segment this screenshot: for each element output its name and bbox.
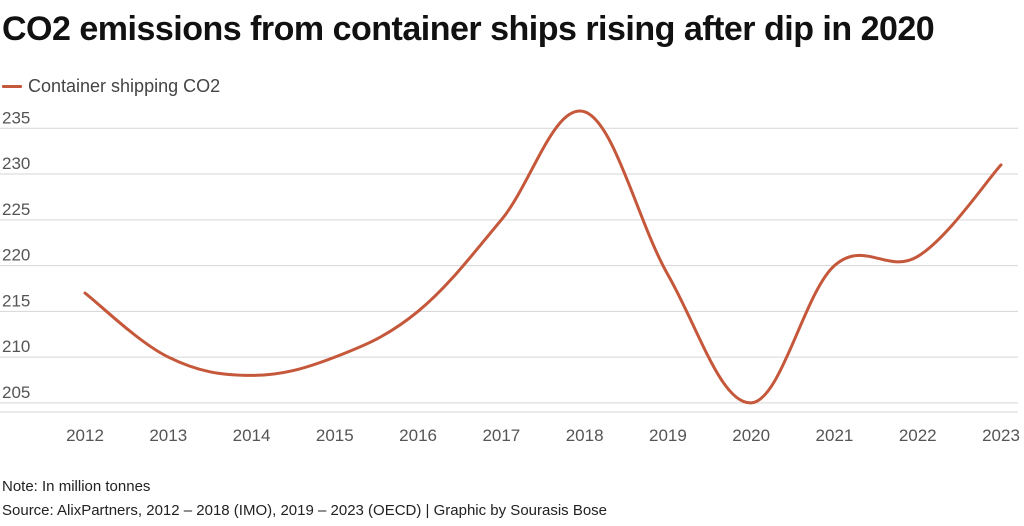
x-tick-label: 2022 xyxy=(899,426,937,445)
x-tick-label: 2023 xyxy=(982,426,1020,445)
y-tick-label: 230 xyxy=(2,154,30,173)
x-tick-label: 2014 xyxy=(233,426,271,445)
x-tick-label: 2015 xyxy=(316,426,354,445)
y-tick-label: 220 xyxy=(2,246,30,265)
x-tick-label: 2018 xyxy=(566,426,604,445)
series-line xyxy=(83,109,1003,405)
x-tick-label: 2019 xyxy=(649,426,687,445)
x-tick-labels: 2012 2013 2014 2015 2016 2017 2018 2019 2020 2021… xyxy=(66,426,1020,445)
chart-title: CO2 emissions from container ships risin… xyxy=(2,10,935,48)
y-tick-label: 235 xyxy=(2,108,30,127)
grid-layer xyxy=(0,127,1018,413)
x-tick-label: 2021 xyxy=(816,426,854,445)
x-tick-label: 2012 xyxy=(66,426,104,445)
y-tick-labels: 205 210 215 220 225 230 235 xyxy=(2,108,30,402)
x-tick-label: 2016 xyxy=(399,426,437,445)
y-tick-label: 210 xyxy=(2,337,30,356)
legend: Container shipping CO2 xyxy=(2,76,220,97)
x-tick-label: 2017 xyxy=(482,426,520,445)
source-text: Source: AlixPartners, 2012 – 2018 (IMO),… xyxy=(2,502,608,519)
note-text: Note: In million tonnes xyxy=(2,478,151,495)
x-tick-label: 2013 xyxy=(149,426,187,445)
series-layer xyxy=(83,109,1003,405)
y-tick-label: 225 xyxy=(2,200,30,219)
y-tick-label: 205 xyxy=(2,383,30,402)
x-tick-label: 2020 xyxy=(732,426,770,445)
legend-label: Container shipping CO2 xyxy=(28,76,221,96)
legend-swatch xyxy=(2,85,22,88)
y-tick-label: 215 xyxy=(2,291,30,310)
